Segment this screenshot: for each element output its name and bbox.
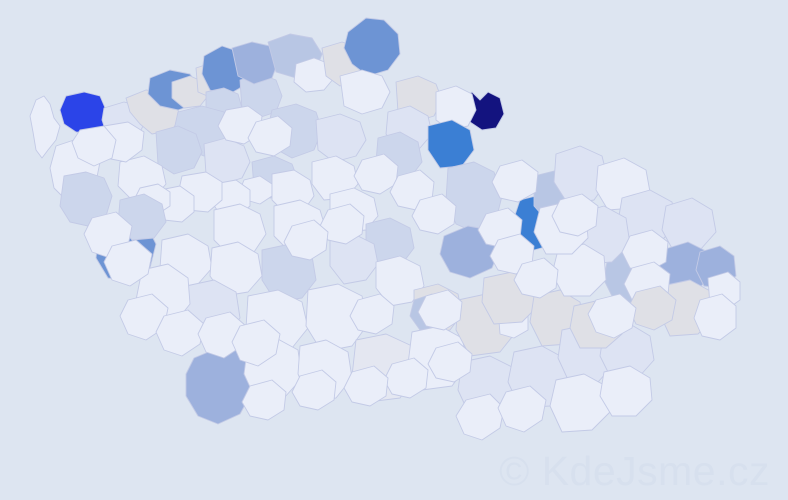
district-filler-sw1[interactable] — [119, 293, 169, 341]
district-uh-east[interactable] — [549, 373, 611, 433]
district-filler-ne6[interactable] — [587, 293, 637, 339]
district-filler-c1[interactable] — [353, 153, 399, 195]
district-filler-s8[interactable] — [455, 393, 505, 441]
district-filler-ne2[interactable] — [551, 193, 599, 237]
district-filler-s1[interactable] — [349, 293, 395, 335]
district-fm-east[interactable] — [693, 293, 737, 341]
district-opava[interactable] — [661, 197, 717, 253]
district-ceska-lipa[interactable] — [231, 41, 279, 85]
district-jindrichuv-hradec[interactable] — [305, 283, 369, 353]
district-filler-s2[interactable] — [417, 289, 463, 331]
district-trutnov[interactable] — [343, 17, 401, 77]
district-jicin[interactable] — [339, 69, 391, 115]
district-filler-n2[interactable] — [247, 115, 293, 157]
district-filler-sw4[interactable] — [231, 319, 281, 367]
district-filler-s9[interactable] — [497, 385, 547, 433]
district-filler-ne1[interactable] — [491, 159, 539, 203]
district-filler-e3[interactable] — [513, 257, 559, 299]
district-usti-nad-orlici[interactable] — [427, 119, 475, 169]
district-pribram[interactable] — [213, 203, 267, 257]
district-filler-sw2[interactable] — [155, 309, 205, 357]
district-filler-s6[interactable] — [291, 369, 337, 411]
district-zlin-east[interactable] — [599, 365, 653, 417]
district-filler-s7[interactable] — [241, 379, 287, 421]
district-filler-nw2[interactable] — [71, 125, 117, 167]
district-filler-c5[interactable] — [283, 219, 329, 261]
district-asa-tip[interactable] — [29, 95, 61, 159]
district-filler-c3[interactable] — [411, 193, 457, 235]
district-filler-s5[interactable] — [343, 365, 389, 407]
district-jablonec[interactable] — [293, 57, 335, 93]
district-layer[interactable] — [29, 17, 741, 441]
district-rychnov[interactable] — [435, 85, 477, 131]
district-filler-w2[interactable] — [103, 239, 153, 287]
district-rakovnik[interactable] — [155, 125, 203, 175]
district-nymburk[interactable] — [315, 113, 367, 163]
district-filler-s3[interactable] — [427, 341, 473, 383]
district-pisek[interactable] — [209, 241, 263, 297]
